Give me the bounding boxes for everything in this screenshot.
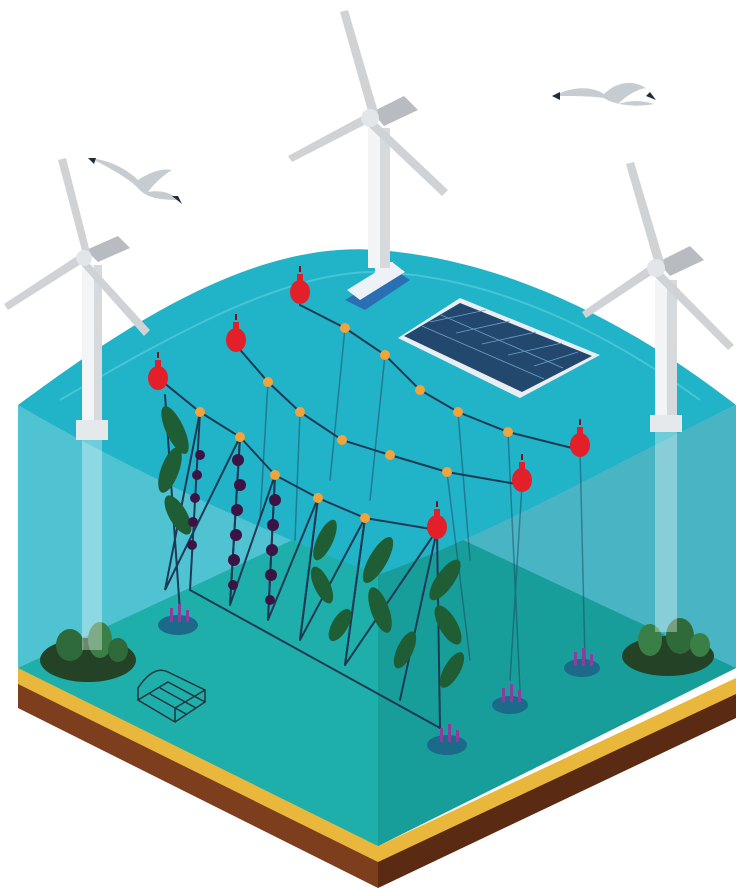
- seagull: [88, 158, 182, 204]
- buoy: [226, 314, 246, 352]
- culture-lines: [157, 304, 586, 729]
- back-dropper-ropes: [259, 327, 586, 691]
- water-left-face: [18, 405, 378, 846]
- buoy: [427, 501, 447, 539]
- sand-right-face: [378, 678, 736, 862]
- boat-hull: [345, 270, 410, 310]
- line-floats: [195, 323, 513, 523]
- turbine-blade: [654, 272, 734, 350]
- buoy: [290, 266, 310, 304]
- turbine-tower-shade: [667, 280, 677, 420]
- turbine-blade: [368, 122, 448, 196]
- turbine-tower-underwater: [655, 432, 677, 632]
- water-volume: [18, 249, 736, 846]
- buoy: [570, 419, 590, 457]
- turbine-blade: [340, 10, 378, 118]
- turbine-hub: [647, 259, 665, 277]
- water-right-face: [378, 405, 736, 846]
- wind-turbine-center: [288, 10, 448, 268]
- buoy: [148, 352, 168, 390]
- wind-turbine-left: [4, 158, 150, 650]
- lobster-trap: [136, 669, 207, 723]
- soil-left-face: [18, 680, 378, 888]
- solar-panels: [404, 303, 592, 392]
- seagull: [552, 82, 656, 106]
- kelp: [158, 406, 465, 688]
- soil-right-face: [378, 690, 736, 888]
- ground-block: [18, 668, 736, 888]
- seabed-features: [40, 604, 714, 755]
- turbine-nacelle: [86, 236, 130, 262]
- rock-cluster-left: [40, 622, 136, 682]
- turbine-blade: [288, 114, 370, 162]
- turbine-tower-underwater: [82, 440, 102, 650]
- turbine-blade: [582, 264, 656, 318]
- turbine-tower-shade: [380, 128, 390, 268]
- turbine-foundation: [650, 415, 682, 432]
- solar-grid: [421, 309, 579, 380]
- floating-solar-array: [398, 298, 600, 398]
- turbine-tower-shade: [94, 265, 102, 425]
- wind-turbine-right: [582, 162, 734, 632]
- sea-surface: [18, 249, 736, 575]
- turbine-foundation: [76, 420, 108, 440]
- sand-left-face: [18, 668, 378, 862]
- seaweed-strands: [187, 450, 281, 605]
- rock-cluster-right: [622, 618, 714, 676]
- turbine-blade: [58, 158, 90, 258]
- turbine-blade: [4, 254, 84, 310]
- turbine-nacelle: [658, 246, 704, 276]
- turbine-hub: [361, 109, 379, 127]
- turbine-blade: [626, 162, 664, 268]
- turbine-nacelle: [372, 96, 418, 126]
- turbine-blade: [82, 262, 150, 336]
- coral-tufts: [170, 604, 593, 742]
- buoys: [148, 266, 590, 539]
- turbine-hub: [76, 250, 92, 266]
- buoy: [512, 454, 532, 492]
